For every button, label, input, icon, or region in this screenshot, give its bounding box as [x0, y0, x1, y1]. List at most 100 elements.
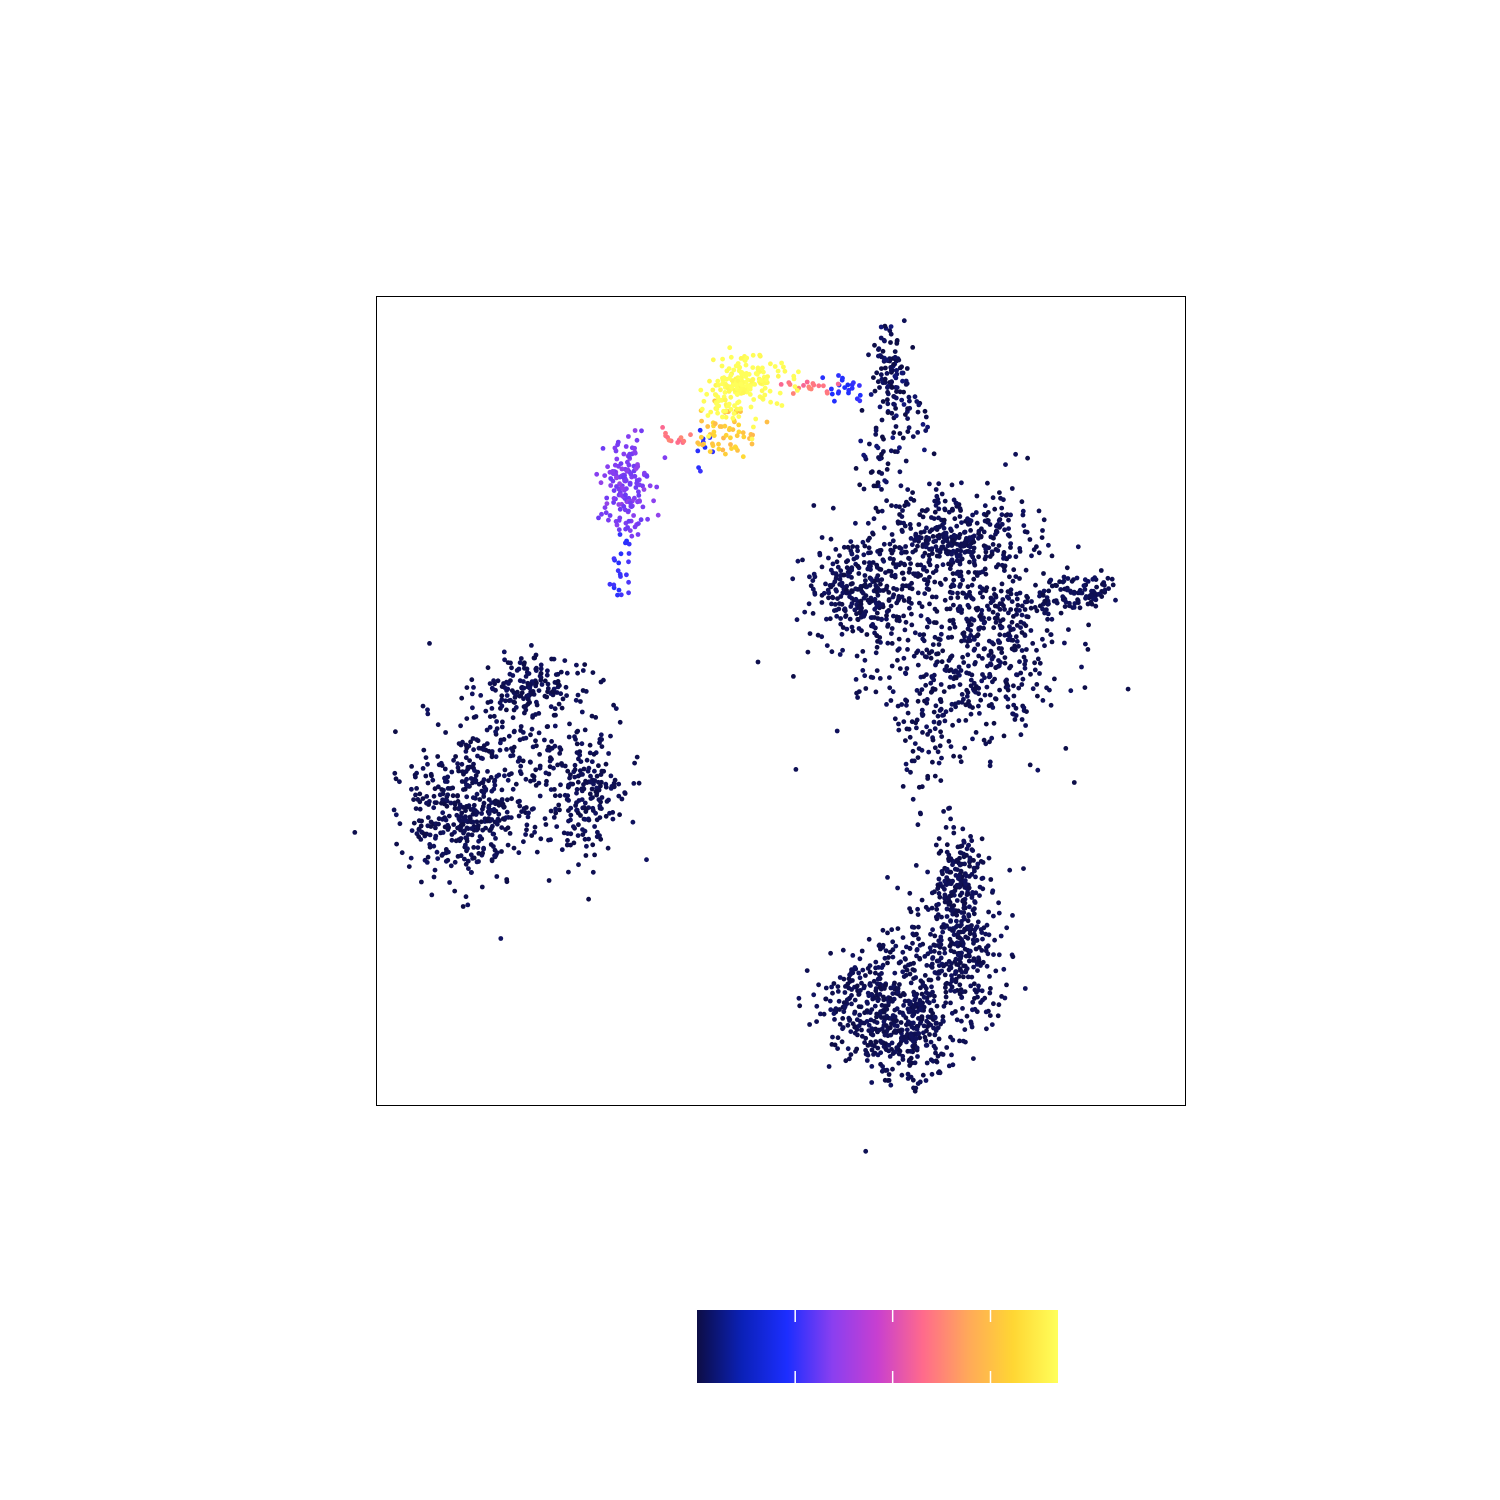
point: [431, 843, 437, 849]
point: [1014, 596, 1020, 602]
point: [463, 861, 469, 867]
point: [952, 988, 958, 994]
point: [924, 1018, 930, 1024]
point: [775, 368, 781, 374]
point: [614, 484, 619, 489]
point: [617, 506, 623, 512]
point: [926, 587, 932, 592]
point: [859, 948, 865, 954]
point: [574, 787, 580, 792]
point: [930, 737, 936, 743]
point: [520, 758, 526, 764]
point: [905, 1048, 911, 1054]
point: [871, 375, 876, 380]
point: [1037, 671, 1042, 676]
point: [428, 824, 434, 829]
point: [506, 733, 512, 739]
point: [461, 815, 467, 821]
point: [618, 461, 624, 466]
point: [905, 487, 911, 492]
point: [1007, 867, 1013, 873]
point: [1048, 702, 1054, 708]
point: [762, 392, 768, 398]
point: [906, 583, 912, 589]
point: [963, 702, 969, 708]
point: [930, 956, 935, 961]
point: [882, 955, 888, 961]
point: [492, 847, 498, 853]
point: [800, 557, 805, 563]
point: [542, 816, 548, 821]
point: [985, 519, 990, 525]
point: [852, 965, 858, 970]
point: [949, 1052, 954, 1058]
point: [949, 1010, 955, 1016]
point: [924, 697, 930, 702]
point: [835, 1035, 841, 1041]
point: [883, 1047, 889, 1053]
point: [927, 1000, 932, 1006]
point: [467, 814, 473, 820]
point: [1015, 602, 1021, 608]
point: [960, 897, 966, 903]
point: [913, 1036, 919, 1041]
point: [492, 777, 498, 783]
point: [889, 626, 895, 631]
point: [497, 747, 503, 753]
point: [942, 597, 948, 603]
point: [963, 968, 969, 973]
point: [459, 779, 465, 784]
point: [996, 543, 1002, 548]
point: [1019, 603, 1025, 609]
point: [499, 703, 505, 709]
point: [886, 999, 892, 1005]
point: [885, 461, 891, 467]
point: [971, 931, 977, 937]
point: [522, 660, 527, 666]
point: [929, 965, 935, 970]
point: [834, 559, 840, 565]
point: [499, 724, 505, 730]
point: [528, 732, 533, 738]
point: [1032, 660, 1037, 666]
point: [695, 448, 701, 454]
point: [965, 643, 970, 649]
point: [562, 792, 568, 798]
point: [899, 1072, 905, 1078]
point: [912, 1088, 918, 1094]
point: [914, 650, 919, 656]
point: [498, 936, 504, 941]
point: [908, 561, 913, 566]
point: [932, 970, 938, 975]
point: [948, 919, 953, 924]
point: [1113, 597, 1118, 603]
point: [529, 833, 535, 838]
point: [1008, 663, 1014, 669]
point: [489, 706, 495, 711]
point: [1011, 693, 1017, 699]
point: [573, 697, 579, 703]
point: [397, 779, 402, 785]
point: [718, 387, 723, 393]
point: [447, 880, 452, 885]
point: [872, 1018, 877, 1024]
point: [471, 806, 476, 812]
point: [618, 592, 624, 598]
point: [882, 1032, 888, 1038]
point: [553, 806, 558, 812]
point: [1061, 578, 1067, 584]
point: [1068, 590, 1074, 595]
point: [796, 995, 802, 1001]
point: [936, 938, 942, 944]
point: [887, 949, 893, 955]
point: [1018, 732, 1024, 738]
point: [953, 976, 959, 982]
point: [706, 434, 711, 439]
point: [647, 483, 653, 489]
point: [551, 815, 557, 820]
point: [915, 430, 921, 435]
point: [632, 473, 638, 479]
point: [736, 414, 742, 419]
point: [896, 1051, 902, 1057]
point: [862, 612, 867, 617]
